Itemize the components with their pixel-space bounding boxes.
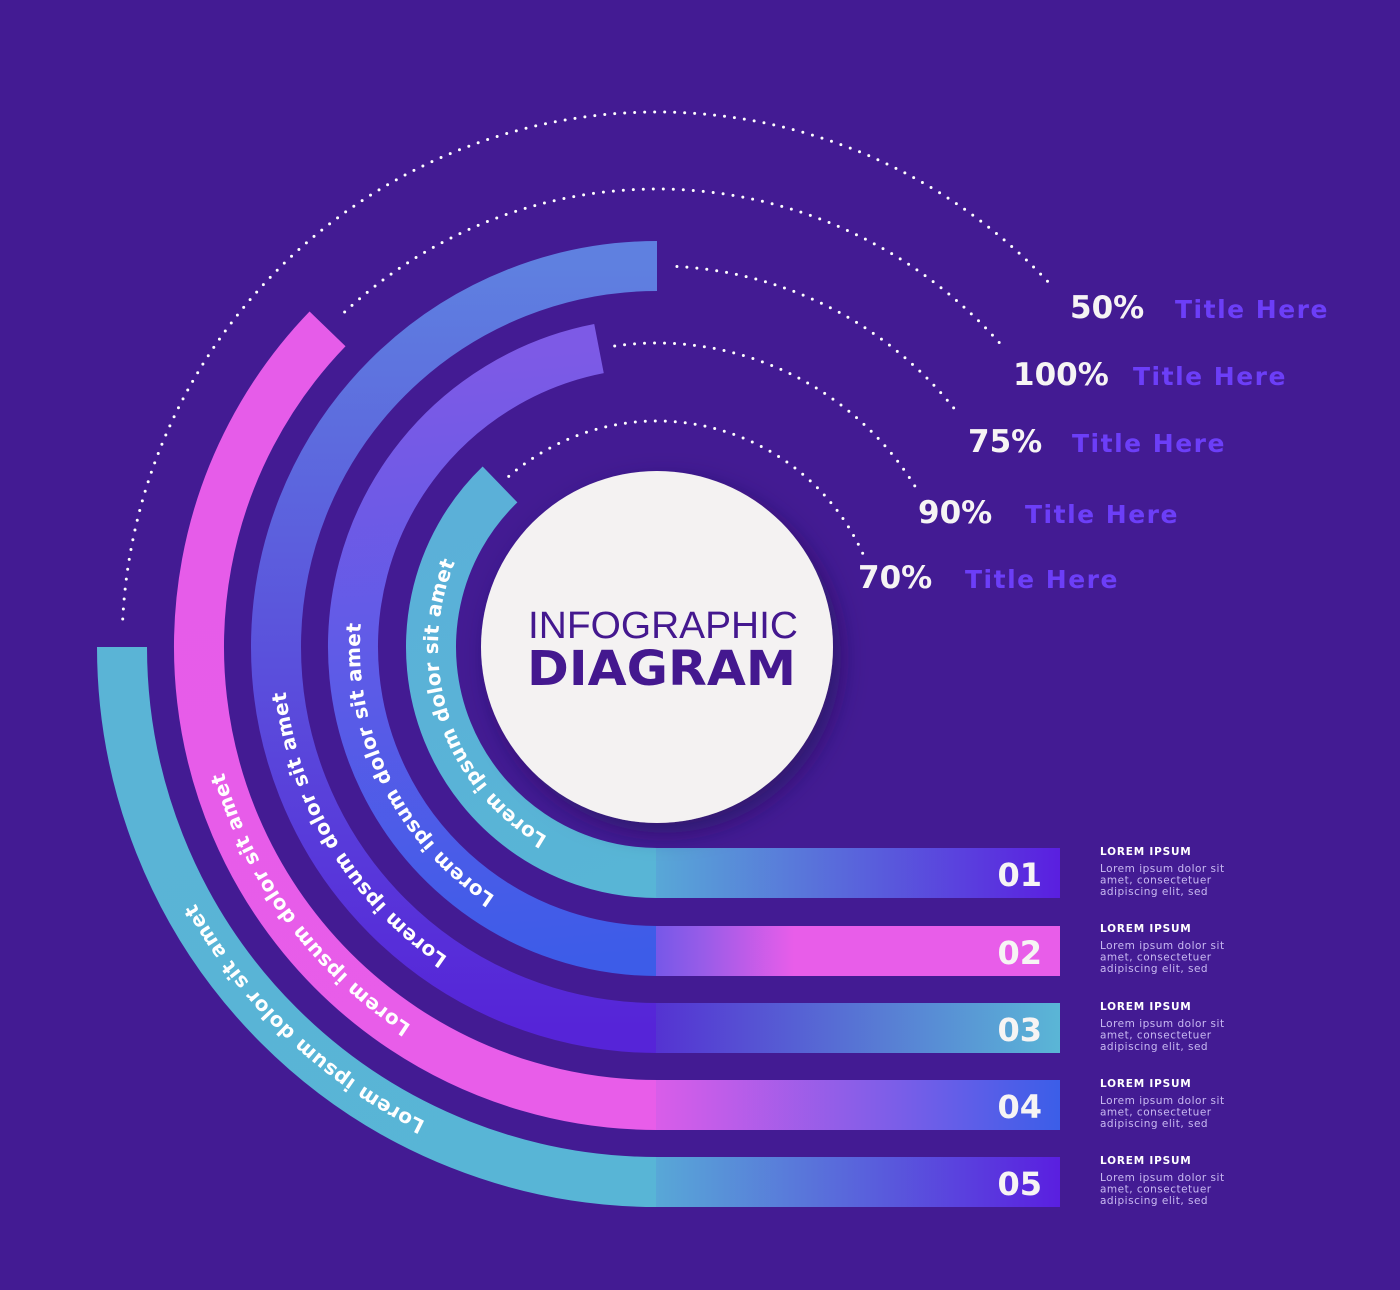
description-line: adipiscing elit, sed bbox=[1100, 886, 1208, 898]
description-line: amet, consectetuer bbox=[1100, 875, 1212, 887]
center-disc bbox=[481, 471, 833, 823]
description-line: Lorem ipsum dolor sit bbox=[1100, 1095, 1225, 1107]
percent-value: 90% bbox=[918, 495, 992, 531]
center-title-bottom: DIAGRAM bbox=[527, 641, 796, 697]
percent-value: 70% bbox=[858, 560, 932, 596]
description-line: amet, consectetuer bbox=[1100, 1184, 1212, 1196]
percent-labels: 70% Title Here 90% Title Here 75% Title Here 1… bbox=[858, 290, 1329, 596]
ring-arc-01 bbox=[406, 466, 658, 898]
description-heading: LOREM IPSUM bbox=[1100, 1078, 1192, 1090]
center-title-top: INFOGRAPHIC bbox=[528, 605, 798, 647]
bar-number: 04 bbox=[997, 1088, 1042, 1126]
description-heading: LOREM IPSUM bbox=[1100, 846, 1192, 858]
bar-number: 02 bbox=[997, 934, 1042, 972]
center-circle: INFOGRAPHIC DIAGRAM bbox=[481, 471, 833, 823]
description-heading: LOREM IPSUM bbox=[1100, 1001, 1192, 1013]
percent-title: Title Here bbox=[1133, 362, 1287, 391]
description-line: Lorem ipsum dolor sit bbox=[1100, 1018, 1225, 1030]
ring-arc-02 bbox=[328, 324, 658, 976]
description-line: amet, consectetuer bbox=[1100, 1107, 1212, 1119]
percent-value: 100% bbox=[1013, 357, 1109, 393]
description-line: Lorem ipsum dolor sit bbox=[1100, 1172, 1225, 1184]
percent-title: Title Here bbox=[1175, 295, 1329, 324]
ring-arc-04 bbox=[174, 311, 658, 1130]
percent-title: Title Here bbox=[965, 565, 1119, 594]
description-line: Lorem ipsum dolor sit bbox=[1100, 940, 1225, 952]
bar-number: 05 bbox=[997, 1165, 1042, 1203]
percent-title: Title Here bbox=[1072, 429, 1226, 458]
bar-number: 01 bbox=[997, 856, 1042, 894]
description-line: Lorem ipsum dolor sit bbox=[1100, 863, 1225, 875]
percent-value: 75% bbox=[968, 424, 1042, 460]
description-line: adipiscing elit, sed bbox=[1100, 1118, 1208, 1130]
description-line: adipiscing elit, sed bbox=[1100, 1195, 1208, 1207]
ring-arc-03 bbox=[251, 241, 658, 1053]
dotted-guide-line bbox=[613, 341, 917, 488]
bar-number: 03 bbox=[997, 1011, 1042, 1049]
description-line: adipiscing elit, sed bbox=[1100, 1041, 1208, 1053]
dotted-guide-line bbox=[343, 187, 1005, 349]
percent-title: Title Here bbox=[1025, 500, 1179, 529]
description-heading: LOREM IPSUM bbox=[1100, 1155, 1192, 1167]
description-heading: LOREM IPSUM bbox=[1100, 923, 1192, 935]
ring-arc-05 bbox=[97, 646, 658, 1207]
dotted-guide-line bbox=[507, 419, 865, 557]
description-line: amet, consectetuer bbox=[1100, 952, 1212, 964]
percent-value: 50% bbox=[1070, 290, 1144, 326]
description-line: adipiscing elit, sed bbox=[1100, 963, 1208, 975]
description-line: amet, consectetuer bbox=[1100, 1030, 1212, 1042]
dotted-guides bbox=[121, 110, 1050, 621]
